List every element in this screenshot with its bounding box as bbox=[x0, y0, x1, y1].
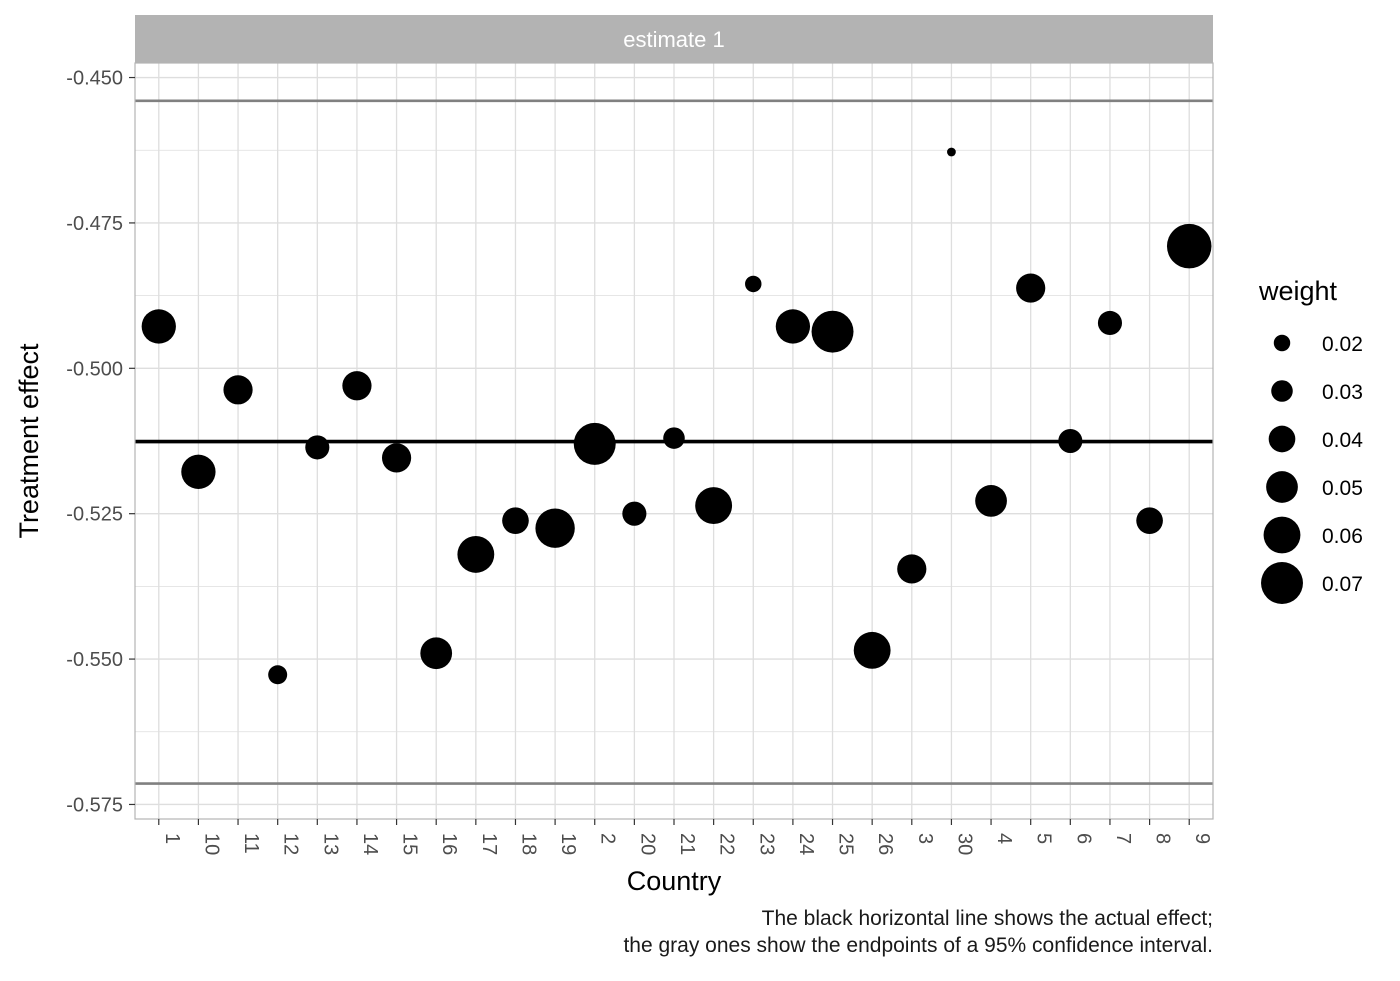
x-tick-label: 18 bbox=[517, 833, 539, 855]
point-country-26 bbox=[853, 631, 891, 669]
point-country-4 bbox=[975, 485, 1007, 517]
legend-label: 0.06 bbox=[1322, 525, 1363, 548]
legend-key bbox=[1261, 562, 1303, 604]
x-tick-label: 11 bbox=[240, 833, 262, 854]
legend-title: weight bbox=[1258, 276, 1338, 306]
point-country-18 bbox=[502, 507, 529, 534]
x-tick-label: 20 bbox=[636, 833, 658, 855]
x-tick-label: 19 bbox=[557, 833, 579, 855]
x-tick-label: 21 bbox=[676, 833, 698, 855]
facet-strip bbox=[135, 15, 1213, 63]
x-tick-label: 30 bbox=[953, 833, 975, 855]
point-country-15 bbox=[381, 443, 412, 473]
x-tick-label: 15 bbox=[399, 833, 421, 855]
x-tick-label: 2 bbox=[597, 833, 619, 844]
point-country-10 bbox=[181, 454, 216, 489]
x-tick-label: 13 bbox=[319, 833, 341, 855]
x-tick-label: 23 bbox=[755, 833, 777, 855]
point-country-30 bbox=[947, 147, 956, 157]
legend-label: 0.05 bbox=[1322, 477, 1363, 500]
data-points bbox=[141, 147, 1212, 685]
point-country-1 bbox=[141, 309, 176, 344]
legend-key bbox=[1268, 425, 1296, 453]
x-tick-label: 10 bbox=[200, 833, 222, 855]
point-country-2 bbox=[573, 422, 616, 465]
x-tick-label: 4 bbox=[993, 833, 1015, 844]
caption-line-2: the gray ones show the endpoints of a 95… bbox=[623, 934, 1213, 957]
point-country-16 bbox=[420, 637, 453, 670]
point-country-12 bbox=[268, 665, 288, 685]
point-country-5 bbox=[1016, 273, 1046, 303]
point-country-25 bbox=[811, 310, 854, 353]
x-tick-label: 6 bbox=[1072, 833, 1094, 844]
point-country-13 bbox=[305, 435, 330, 460]
caption-line-1: The black horizontal line shows the actu… bbox=[761, 907, 1213, 930]
legend-key bbox=[1273, 334, 1291, 352]
x-tick-label: 17 bbox=[478, 833, 500, 855]
legend-key bbox=[1263, 516, 1301, 554]
x-tick-label: 7 bbox=[1112, 833, 1134, 844]
legend-key bbox=[1271, 380, 1293, 402]
size-legend: weight 0.02 0.03 0.04 0.05 0.06 0.07 bbox=[1258, 276, 1363, 604]
point-country-7 bbox=[1097, 310, 1123, 335]
y-tick-label: -0.450 bbox=[66, 68, 123, 90]
point-country-14 bbox=[342, 371, 372, 401]
point-country-20 bbox=[622, 501, 647, 526]
point-country-17 bbox=[457, 535, 495, 573]
point-country-9 bbox=[1166, 223, 1212, 269]
x-tick-label: 24 bbox=[795, 833, 817, 855]
y-tick-label: -0.550 bbox=[66, 649, 123, 671]
y-tick-label: -0.500 bbox=[66, 358, 123, 380]
legend-label: 0.03 bbox=[1322, 381, 1363, 404]
y-tick-label: -0.475 bbox=[66, 213, 123, 235]
x-tick-label: 3 bbox=[914, 833, 936, 844]
point-country-22 bbox=[695, 487, 733, 524]
x-tick-label: 12 bbox=[280, 833, 302, 855]
point-country-19 bbox=[535, 508, 575, 548]
x-tick-label: 5 bbox=[1033, 833, 1055, 844]
x-axis-title: Country bbox=[627, 866, 722, 896]
legend-label: 0.07 bbox=[1322, 573, 1363, 596]
point-country-24 bbox=[775, 309, 811, 344]
point-country-11 bbox=[223, 375, 253, 405]
x-tick-label: 22 bbox=[716, 833, 738, 855]
legend-label: 0.02 bbox=[1322, 333, 1363, 356]
x-tick-label: 9 bbox=[1191, 833, 1213, 844]
point-country-6 bbox=[1058, 428, 1083, 454]
point-country-23 bbox=[745, 275, 762, 293]
point-country-3 bbox=[897, 554, 927, 584]
point-country-8 bbox=[1136, 507, 1163, 534]
y-axis: -0.450 -0.475 -0.500 -0.525 -0.550 -0.575 bbox=[66, 68, 135, 816]
x-tick-label: 26 bbox=[874, 833, 896, 855]
facet-strip-label: estimate 1 bbox=[623, 27, 725, 52]
x-tick-label: 14 bbox=[359, 833, 381, 855]
y-tick-label: -0.525 bbox=[66, 504, 123, 526]
legend-label: 0.04 bbox=[1322, 429, 1363, 452]
y-axis-title: Treatment effect bbox=[14, 343, 44, 539]
y-tick-label: -0.575 bbox=[66, 794, 123, 816]
x-tick-label: 8 bbox=[1152, 833, 1174, 844]
point-country-21 bbox=[663, 427, 685, 449]
x-axis: 1 10 11 12 13 14 15 16 17 18 19 2 20 21 22 23 24 25 26 3 30 4… bbox=[158, 819, 1213, 855]
x-tick-label: 25 bbox=[835, 833, 857, 855]
legend-key bbox=[1266, 471, 1298, 503]
x-tick-label: 16 bbox=[438, 833, 460, 855]
x-tick-label: 1 bbox=[161, 833, 183, 844]
